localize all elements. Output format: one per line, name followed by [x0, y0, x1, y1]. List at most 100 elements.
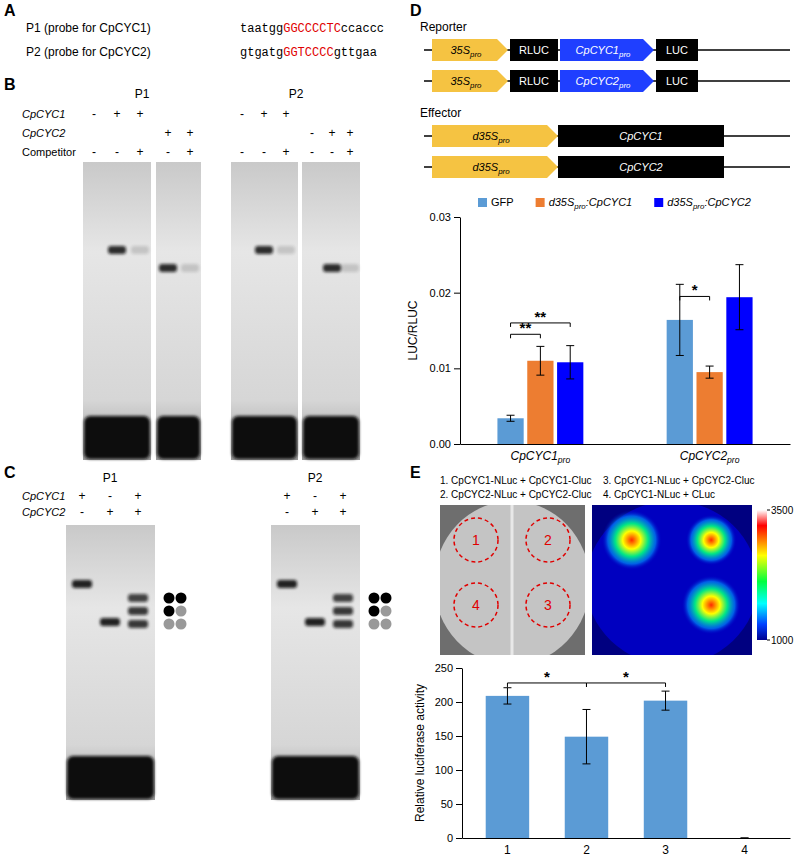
- gel-band: [100, 618, 120, 626]
- promoter: [560, 70, 654, 92]
- spot-label: 3: [544, 597, 552, 613]
- probe-label: P2: [289, 87, 304, 101]
- gel-band: [255, 246, 273, 254]
- error-bar: [676, 284, 684, 355]
- construct-label: d35Spro: [472, 130, 510, 145]
- color-bar-label: 3500: [771, 505, 794, 516]
- legend-item: d35Spro:CpCYC1: [536, 196, 633, 211]
- dimer-dot: [164, 593, 175, 604]
- gel-band: [181, 264, 199, 272]
- legend-swatch: [536, 198, 545, 207]
- error-line: [582, 709, 590, 710]
- x-tick-label: 3: [662, 843, 669, 857]
- y-tick: 50: [441, 798, 462, 810]
- sequence-part: GGTCCCC: [283, 46, 333, 60]
- lane-sign: -: [166, 145, 170, 159]
- free-probe: [157, 416, 200, 459]
- legend-text: 2. CpCYC2-NLuc + CpCYC2-Cluc: [440, 489, 591, 500]
- panel-label: C: [4, 464, 16, 481]
- lane-sign: -: [92, 145, 96, 159]
- y-tick-label: 250: [435, 662, 453, 674]
- lane-sign: +: [282, 107, 289, 121]
- lane-sign: +: [136, 107, 143, 121]
- lane-sign: -: [115, 145, 119, 159]
- y-tick-mark: [456, 770, 462, 771]
- lane-sign: -: [108, 489, 112, 503]
- legend-text: 1. CpCYC1-NLuc + CpCYC1-Cluc: [440, 475, 591, 486]
- gel-band: [333, 594, 353, 602]
- bar: [497, 418, 523, 444]
- sequence-part: gtgatg: [240, 46, 283, 60]
- y-tick-mark: [456, 702, 462, 703]
- y-tick: 0: [447, 832, 462, 844]
- gene-box: [558, 125, 724, 147]
- x-axis: CpCYC1pro CpCYC2pro: [461, 444, 791, 465]
- error-line: [739, 265, 740, 330]
- lane-sign: +: [134, 489, 141, 503]
- y-tick-mark: [456, 668, 462, 669]
- construct-label: CpCYC2pro: [576, 75, 631, 90]
- error-line: [709, 366, 710, 378]
- lane-sign: +: [283, 489, 290, 503]
- bar: [696, 372, 722, 444]
- lane-sign: -: [92, 107, 96, 121]
- free-probe: [303, 416, 359, 459]
- free-probe: [272, 756, 359, 799]
- error-line: [536, 346, 544, 347]
- gel-image: [66, 525, 155, 800]
- error-line: [582, 763, 590, 764]
- y-tick: 0.01: [430, 362, 460, 374]
- color-bar-label: 1000: [771, 635, 794, 646]
- y-axis-title: Relative luciferase activity: [413, 684, 427, 822]
- probe-label: P2: [308, 471, 323, 485]
- luminescence-spot: [602, 510, 662, 570]
- error-line: [741, 838, 749, 839]
- significance-label: **: [535, 308, 547, 325]
- y-tick-label: 0: [447, 832, 453, 844]
- error-bar: [582, 709, 590, 763]
- lane-sign: -: [313, 489, 317, 503]
- gel-band: [128, 620, 148, 628]
- error-line: [566, 378, 574, 379]
- y-tick: 250: [435, 662, 462, 674]
- y-tick: 200: [435, 696, 462, 708]
- error-line: [735, 264, 743, 265]
- gene-box: [510, 39, 558, 61]
- spot-circle: [454, 518, 498, 562]
- lane-sign: -: [80, 505, 84, 519]
- error-line: [662, 710, 670, 711]
- error-bar: [741, 838, 749, 839]
- gene-box: [558, 156, 724, 178]
- x-tick: 4: [741, 838, 748, 857]
- significance-label: **: [520, 319, 532, 336]
- dimer-dot: [176, 606, 187, 617]
- luminescence-image: [592, 505, 752, 655]
- free-probe: [67, 756, 154, 799]
- gel-band: [72, 580, 92, 588]
- error-line: [679, 284, 680, 355]
- lane-sign: +: [346, 145, 353, 159]
- luminescence-spot: [682, 576, 741, 635]
- construct-label: LUC: [666, 44, 688, 56]
- x-tick-label: CpCYC2pro: [680, 449, 740, 465]
- gel-band: [333, 607, 353, 615]
- dimer-dot: [176, 593, 187, 604]
- gel-image: [231, 162, 298, 460]
- y-tick-mark: [456, 804, 462, 805]
- y-tick: 0.00: [430, 438, 460, 450]
- error-line: [706, 378, 714, 379]
- y-tick-label: 200: [435, 696, 453, 708]
- promoter: [432, 156, 558, 178]
- error-line: [507, 415, 515, 416]
- lane-sign: +: [328, 126, 335, 140]
- legend-item: GFP: [478, 196, 514, 208]
- promoter: [432, 70, 508, 92]
- error-bar: [706, 366, 714, 378]
- y-tick: 100: [435, 764, 462, 776]
- spot-circle: [526, 518, 570, 562]
- x-tick-label: CpCYC1pro: [510, 449, 570, 465]
- lane-sign: +: [186, 126, 193, 140]
- legend-label: d35Spro:CpCYC2: [667, 196, 751, 211]
- y-tick-mark: [454, 217, 460, 218]
- free-probe: [232, 416, 297, 459]
